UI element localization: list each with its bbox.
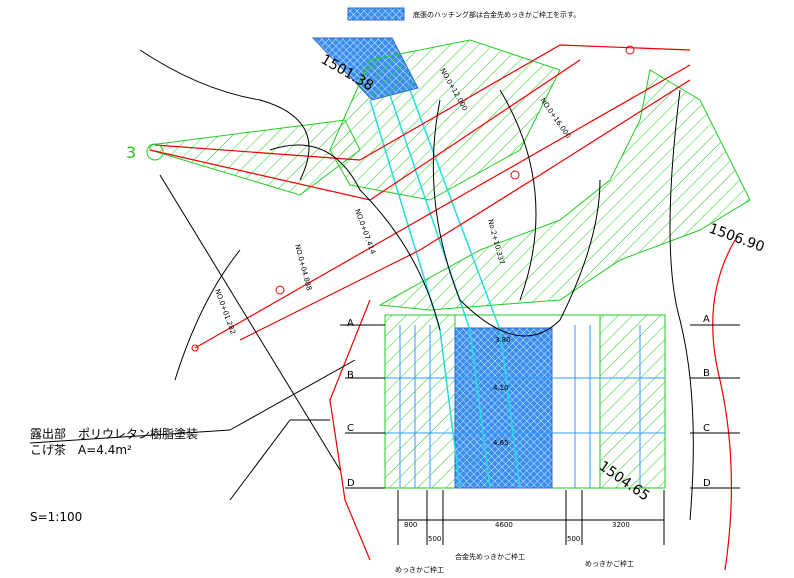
work-label: めっきかご枠工 bbox=[585, 559, 634, 568]
dimension: 500 bbox=[567, 535, 580, 543]
inner-dimension: 4.65 bbox=[493, 439, 509, 447]
section-label: C bbox=[703, 423, 710, 434]
linework bbox=[29, 7, 751, 571]
section-label: D bbox=[703, 478, 711, 489]
scale: S=1:100 bbox=[30, 510, 82, 524]
section-label: B bbox=[347, 370, 354, 381]
dimension: 800 bbox=[404, 521, 417, 529]
section-label: C bbox=[347, 423, 354, 434]
work-label: 合金先めっきかご枠工 bbox=[455, 552, 525, 561]
elevation: 1506.90 bbox=[707, 221, 767, 256]
station: NO.0+16.000 bbox=[538, 97, 572, 140]
inner-dimension: 3.80 bbox=[495, 336, 511, 344]
inner-dimension: 4.10 bbox=[493, 384, 509, 392]
note-coating: 露出部 ポリウレタン樹脂塗装 bbox=[30, 426, 198, 441]
dimension: 500 bbox=[428, 535, 441, 543]
point-label: 3 bbox=[126, 143, 136, 162]
dimension: 3200 bbox=[612, 521, 630, 529]
note-area: こげ茶 A=4.4m² bbox=[30, 442, 132, 457]
section-label: A bbox=[347, 318, 354, 329]
section-label: A bbox=[703, 314, 710, 325]
legend-text: 底張のハッチング部は合金先めっきかご枠工を示す。 bbox=[413, 10, 580, 19]
dimension: 4600 bbox=[495, 521, 513, 529]
section-label: D bbox=[347, 478, 355, 489]
station: NO.0+04.888 bbox=[293, 243, 313, 291]
work-label: めっきかご枠工 bbox=[395, 565, 444, 574]
section-label: B bbox=[703, 368, 710, 379]
station: NO.0+07.414 bbox=[353, 208, 377, 256]
